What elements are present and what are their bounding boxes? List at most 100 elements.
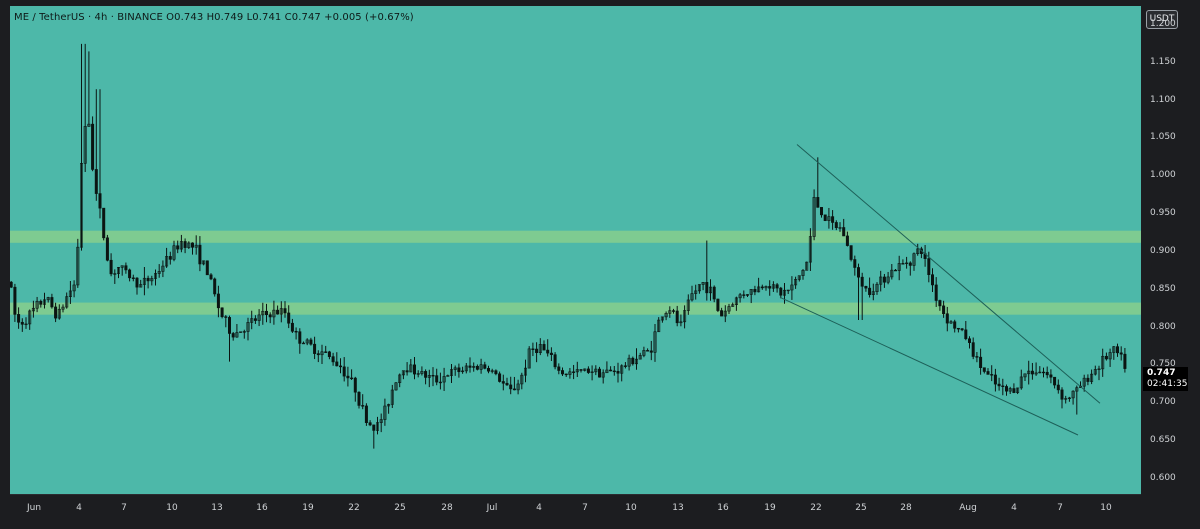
candle-body (794, 279, 798, 286)
time-tick-label: 22 (348, 503, 360, 513)
currency-button[interactable]: USDT (1146, 10, 1178, 29)
candle-body (653, 331, 657, 353)
candlestick-chart (10, 43, 1141, 449)
candle-body (597, 368, 601, 378)
candle-body (893, 269, 897, 272)
candle-body (1067, 397, 1071, 400)
candle-body (879, 276, 883, 285)
candle-body (486, 368, 490, 372)
candle-body (790, 284, 794, 291)
candle-body (68, 290, 72, 297)
candle-body (338, 365, 342, 368)
candle-body (165, 256, 169, 267)
candle-body (1038, 371, 1042, 374)
candle-body (594, 368, 598, 373)
candle-body (979, 356, 983, 369)
time-tick-label: 7 (1057, 503, 1063, 513)
chart-plot-area[interactable] (10, 6, 1141, 494)
candle-body (1123, 353, 1127, 369)
price-tick-label: 0.950 (1150, 208, 1176, 219)
candle-body (864, 285, 868, 289)
candle-body (405, 370, 409, 373)
candle-body (690, 293, 694, 301)
candle-body (250, 318, 254, 323)
candle-body (805, 261, 809, 271)
candle-body (853, 259, 857, 268)
candle-body (675, 310, 679, 324)
price-tick-label: 0.850 (1150, 283, 1176, 294)
candle-body (897, 263, 901, 271)
candle-body (1004, 386, 1008, 392)
candle-body (105, 237, 109, 261)
time-tick-label: Jun (26, 503, 42, 513)
candle-body (350, 377, 354, 380)
candle-body (261, 310, 265, 316)
candle-body (72, 284, 76, 292)
candle-body (856, 267, 860, 278)
candle-body (712, 286, 716, 300)
time-tick-label: 19 (764, 503, 776, 513)
candle-body (938, 300, 942, 307)
candle-body (205, 260, 209, 276)
candle-body (1001, 385, 1005, 387)
candle-body (523, 367, 527, 376)
candle-body (990, 374, 994, 376)
candle-body (686, 299, 690, 311)
candle-body (956, 327, 960, 330)
ticker-header: ME / TetherUS · 4h · BINANCE O0.743 H0.7… (14, 12, 414, 23)
candle-body (1027, 370, 1031, 375)
candle-body (479, 364, 483, 370)
candle-body (627, 357, 631, 367)
candle-body (320, 351, 324, 356)
candle-body (949, 321, 953, 324)
candle-body (660, 316, 664, 321)
candle-body (390, 389, 394, 405)
candle-body (934, 284, 938, 301)
candle-body (631, 357, 635, 365)
candle-body (945, 313, 949, 324)
candle-body (901, 263, 905, 265)
candle-body (335, 361, 339, 367)
candle-body (1034, 372, 1038, 375)
candle-body (372, 424, 376, 431)
candle-body (560, 370, 564, 375)
candle-body (738, 294, 742, 299)
candle-body (80, 163, 84, 248)
candle-body (305, 339, 309, 344)
candle-body (1023, 373, 1027, 378)
candle-body (1093, 369, 1097, 375)
candle-body (1075, 387, 1079, 392)
candle-body (1101, 355, 1105, 370)
candle-body (720, 310, 724, 317)
candle-body (849, 245, 853, 260)
candle-body (808, 236, 812, 263)
candle-body (424, 371, 428, 378)
candle-body (154, 273, 158, 279)
time-tick-label: 13 (211, 503, 223, 513)
candle-body (505, 382, 509, 386)
time-tick-label: Jul (486, 503, 498, 513)
candle-body (912, 253, 916, 266)
candle-body (753, 288, 757, 293)
candle-body (745, 294, 749, 296)
candle-body (364, 405, 368, 423)
candle-body (10, 281, 13, 288)
candle-body (398, 374, 402, 384)
candle-body (1112, 346, 1116, 353)
candle-body (1060, 389, 1064, 400)
candle-body (353, 377, 357, 393)
candle-body (953, 321, 957, 329)
candle-body (168, 256, 172, 260)
candle-body (401, 370, 405, 376)
candle-body (194, 244, 198, 248)
time-tick-label: 7 (121, 503, 127, 513)
candle-body (886, 276, 890, 283)
candle-body (283, 308, 287, 314)
candle-body (997, 383, 1001, 387)
candle-body (228, 317, 232, 334)
candle-body (501, 381, 505, 384)
candle-body (61, 306, 65, 310)
candle-body (1090, 373, 1094, 382)
candle-body (1053, 376, 1057, 386)
candle-body (361, 405, 365, 407)
